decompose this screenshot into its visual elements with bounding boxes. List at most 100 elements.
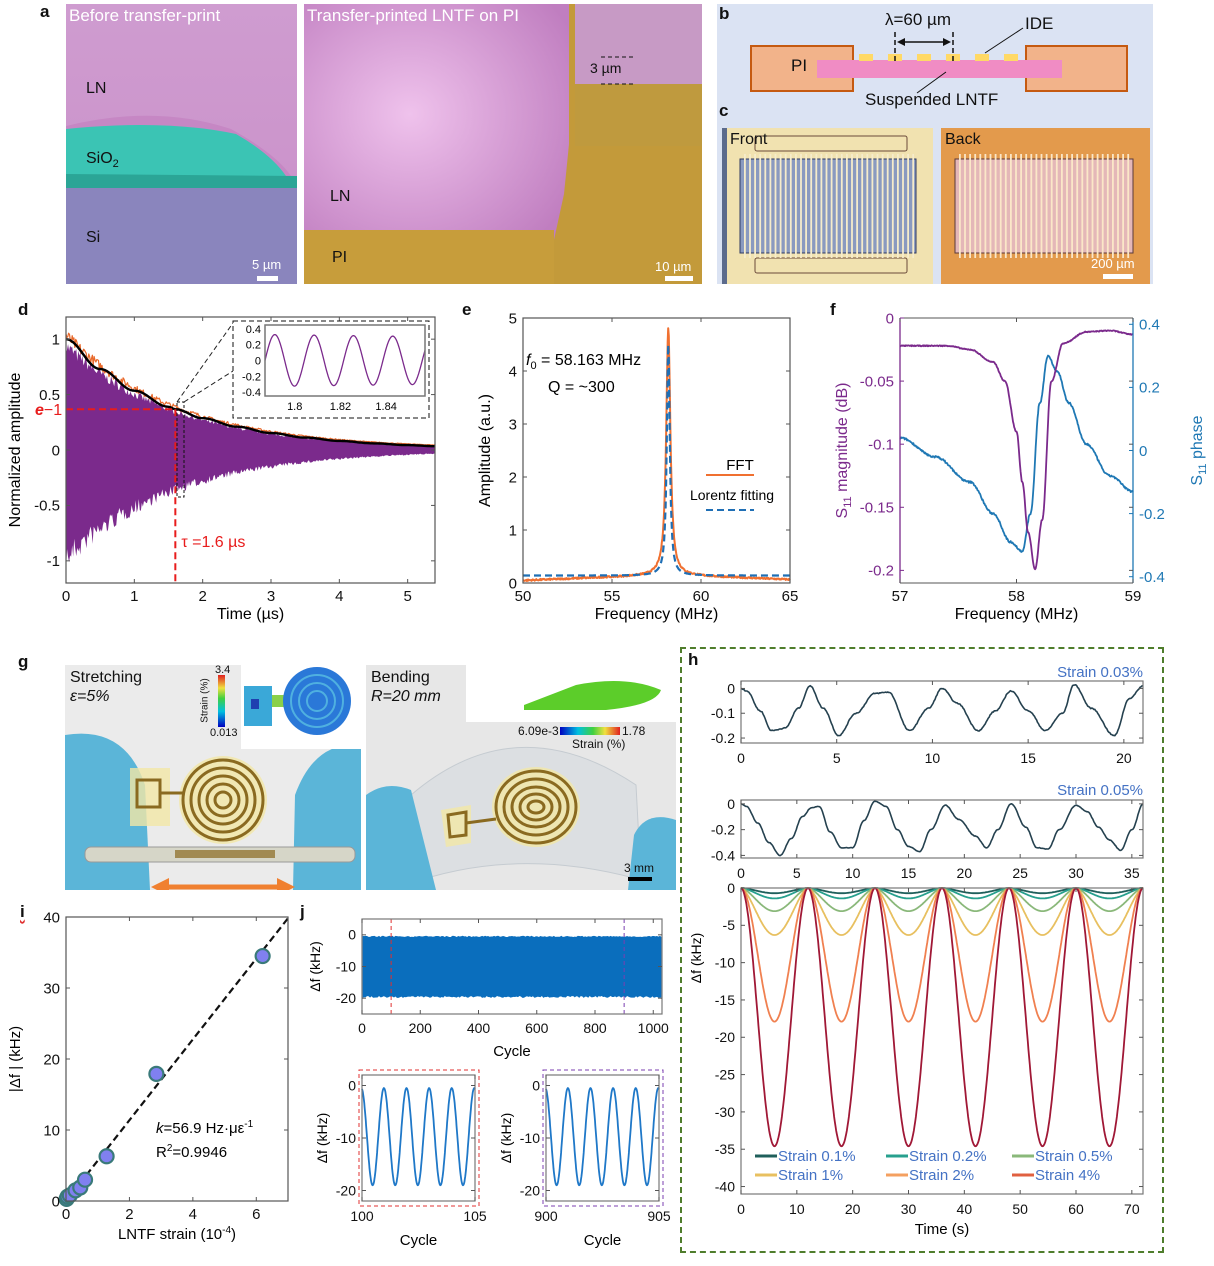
- suspended-lntf-label: Suspended LNTF: [865, 90, 999, 109]
- f0-value: = 58.163 MHz: [537, 352, 642, 369]
- f-yl-tick-label: -0.1: [868, 436, 894, 453]
- back-finger: [964, 154, 966, 258]
- front-finger: [835, 154, 838, 258]
- panel-label-d: d: [18, 300, 29, 319]
- h2-y-tick-label: -0.4: [711, 847, 735, 863]
- h1-title: Strain 0.03%: [1057, 664, 1143, 681]
- back-finger: [1030, 154, 1033, 258]
- j2-highlight-box: [358, 1069, 480, 1207]
- back-finger: [974, 154, 977, 258]
- back-finger: [984, 154, 987, 258]
- legend-fft-label: FFT: [726, 457, 754, 474]
- back-finger: [1127, 154, 1130, 258]
- right-label-s: S: [1189, 475, 1206, 486]
- bend-colorbar-min: 6.09e-3: [518, 724, 559, 738]
- r-sup: 2: [167, 1143, 173, 1154]
- j1-x-axis-label: Cycle: [493, 1043, 531, 1060]
- data-point: [76, 1171, 94, 1188]
- f-x-axis-label: Frequency (MHz): [955, 606, 1079, 623]
- zoom-connector: [183, 370, 234, 403]
- front-photo-image: [722, 128, 933, 284]
- panel-h-frame: [680, 647, 1164, 1253]
- i-y-tick-label: 20: [43, 1051, 60, 1068]
- plot-frame: [740, 799, 1144, 859]
- e-y-tick-label: 2: [509, 469, 517, 486]
- legend-label: Strain 1%: [778, 1167, 843, 1184]
- panel-label-c: c: [719, 101, 729, 120]
- i-y-axis-label: |Δf | (kHz): [7, 1026, 24, 1092]
- back-label: Back: [945, 131, 981, 148]
- front-finger: [749, 154, 751, 258]
- j2-line: [361, 1087, 476, 1187]
- d-x-axis-label: Time (µs): [217, 606, 284, 623]
- front-finger: [891, 154, 894, 258]
- back-finger: [1066, 154, 1068, 258]
- front-finger: [886, 154, 889, 258]
- h3-y-tick-label: -5: [723, 917, 736, 933]
- f-yr-tick-label: 0: [1139, 443, 1147, 460]
- bend-colorbar-title: Strain (%): [572, 737, 626, 751]
- j2-y-axis-label: Δf (kHz): [314, 1113, 330, 1164]
- front-finger: [871, 154, 874, 258]
- front-finger: [902, 154, 904, 258]
- d-x-tick-label: 2: [198, 588, 206, 605]
- inset-x-tick-label: 1.82: [330, 401, 351, 413]
- scale-label-5um: 5 µm: [252, 257, 282, 272]
- sem-transfer-image: [304, 4, 702, 284]
- h3-y-tick-label: -40: [715, 1178, 735, 1194]
- i-x-label-sup: -4: [222, 1225, 231, 1236]
- front-finger: [759, 154, 762, 258]
- back-finger: [1086, 154, 1089, 258]
- front-finger: [805, 154, 807, 258]
- i-x-label-end: ): [231, 1226, 236, 1243]
- ide-schematic: λ=60 µm IDE PI Suspended LNTF: [717, 4, 1153, 126]
- scale-label-3mm: 3 mm: [624, 861, 654, 875]
- front-finger: [825, 154, 828, 258]
- ide-back-photo: Back 200 µm: [941, 128, 1150, 284]
- f-left-axis-label: S11 magnitude (dB): [834, 383, 854, 519]
- chart-s11: 57 58 59 0 -0.05 -0.1 -0.15 -0.2 0.4 0.2 0 -0.2 -0.4…: [834, 310, 1209, 623]
- j1-x-tick-label: 0: [358, 1020, 366, 1036]
- f-right-axis-label: S11 phase: [1189, 415, 1209, 485]
- j2-y-tick-label: 0: [348, 1077, 356, 1093]
- sensitivity-annotation: k=56.9 Hz·με-1: [156, 1119, 254, 1137]
- back-finger: [1091, 154, 1094, 258]
- h3-x-tick-label: 40: [957, 1201, 973, 1217]
- i-y-tick-label: 30: [43, 980, 60, 997]
- back-finger: [1055, 154, 1058, 258]
- h1-x-tick-label: 20: [1116, 750, 1132, 766]
- h3-y-tick-label: -35: [715, 1141, 735, 1157]
- back-finger: [959, 154, 961, 258]
- r-value: =0.9946: [172, 1144, 227, 1161]
- back-finger: [1106, 154, 1109, 258]
- h1-x-tick-label: 10: [925, 750, 941, 766]
- h2-title: Strain 0.05%: [1057, 782, 1143, 799]
- j3-x-axis-label: Cycle: [584, 1232, 622, 1249]
- j3-y-tick-label: -10: [520, 1130, 540, 1146]
- h3-x-tick-label: 50: [1012, 1201, 1028, 1217]
- back-finger: [1035, 154, 1038, 258]
- front-finger: [784, 154, 787, 258]
- back-photo-image: [941, 128, 1150, 284]
- j3-y-tick-label: 0: [532, 1077, 540, 1093]
- h3-x-tick-label: 0: [737, 1201, 745, 1217]
- right-label-sub: 11: [1197, 463, 1209, 474]
- e-symbol: e: [35, 402, 44, 419]
- back-finger: [1004, 154, 1007, 258]
- back-finger: [1117, 154, 1119, 258]
- i-x-axis-label: LNTF strain (10-4): [118, 1225, 236, 1243]
- inset-y-tick-label: -0.2: [242, 371, 261, 383]
- j1-x-tick-label: 800: [583, 1020, 607, 1036]
- f-yl-tick-label: 0: [886, 310, 894, 327]
- front-finger: [744, 154, 746, 258]
- back-finger: [989, 154, 992, 258]
- inset-y-tick-label: 0: [255, 356, 261, 368]
- back-finger: [1025, 154, 1028, 258]
- panel-label-h: h: [688, 650, 699, 669]
- front-finger: [881, 154, 884, 258]
- e-x-tick-label: 50: [515, 588, 532, 605]
- plot-frame: [740, 887, 1144, 1195]
- front-finger: [795, 154, 797, 258]
- j2-x-axis-label: Cycle: [400, 1232, 438, 1249]
- transfer-printed-title: Transfer-printed LNTF on PI: [307, 6, 519, 25]
